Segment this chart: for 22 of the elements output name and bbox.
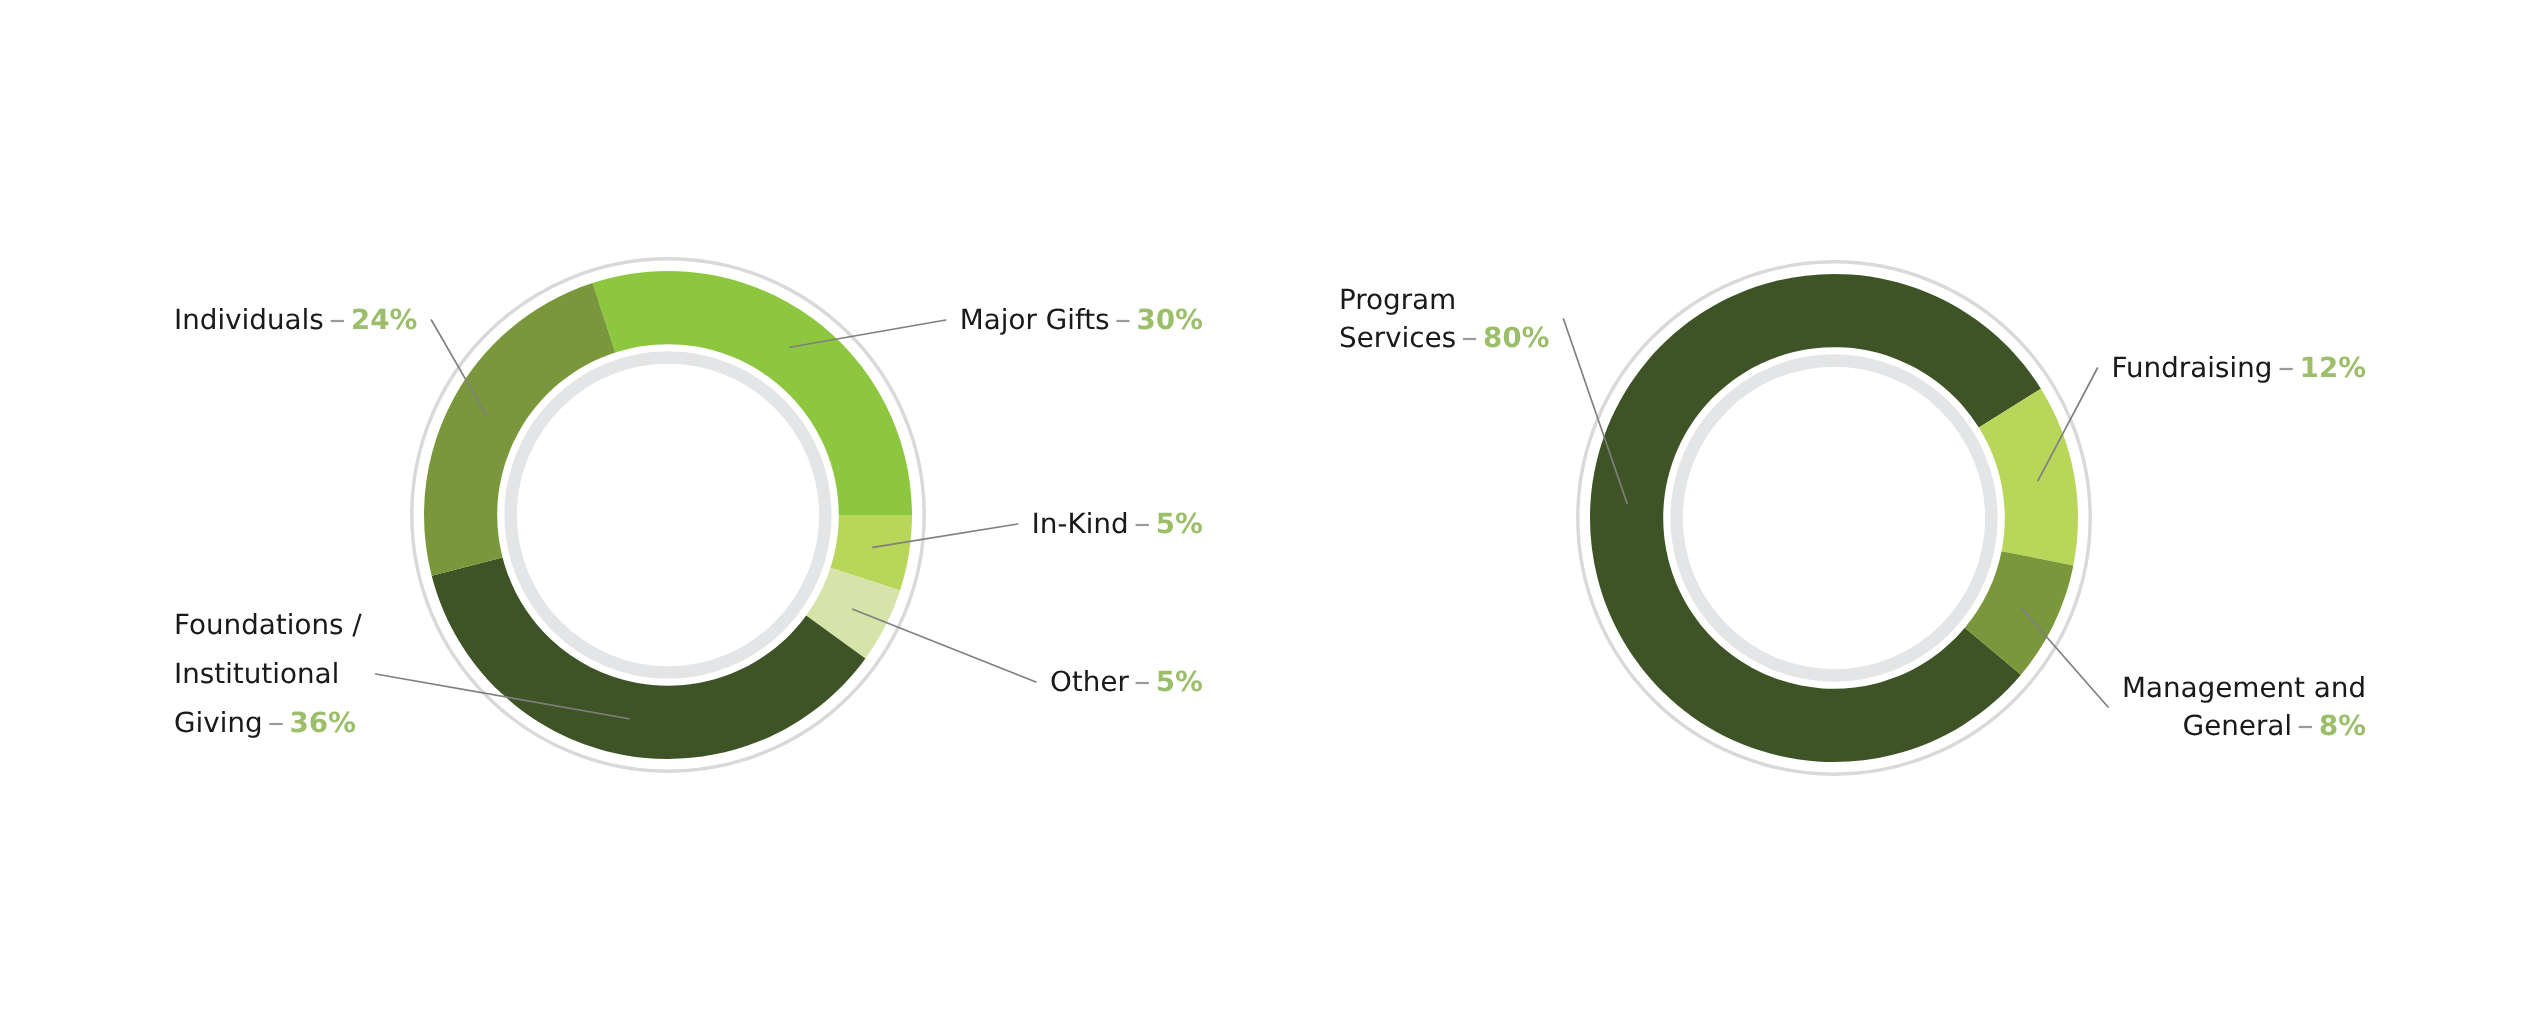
slice-label: Individuals xyxy=(176,307,323,330)
donut-slice xyxy=(1978,388,2078,566)
slice-label: Fundraising xyxy=(2114,355,2270,383)
slice-label: Major Gifts xyxy=(962,307,1109,335)
slice-label: In-Kind xyxy=(1034,511,1127,534)
data-label: 12% xyxy=(2302,356,2366,378)
donut-slice xyxy=(806,567,901,659)
donut-slice xyxy=(830,515,912,591)
donut-slice xyxy=(1964,551,2074,675)
data-label: 8% xyxy=(2320,714,2366,736)
donut-slice xyxy=(431,557,866,759)
donut-slice xyxy=(1590,274,2041,762)
data-label: 36% xyxy=(291,711,356,733)
donut-slice xyxy=(592,271,912,515)
data-label: 24% xyxy=(353,308,417,330)
data-label: 5% xyxy=(1157,670,1203,692)
data-label: 5% xyxy=(1157,512,1203,534)
slice-label: Other xyxy=(1051,669,1129,692)
slice-label: Program Services xyxy=(1340,288,1455,348)
data-label: 30% xyxy=(1138,308,1203,330)
donut-slice xyxy=(424,282,616,576)
data-label: 80% xyxy=(1484,326,1549,348)
